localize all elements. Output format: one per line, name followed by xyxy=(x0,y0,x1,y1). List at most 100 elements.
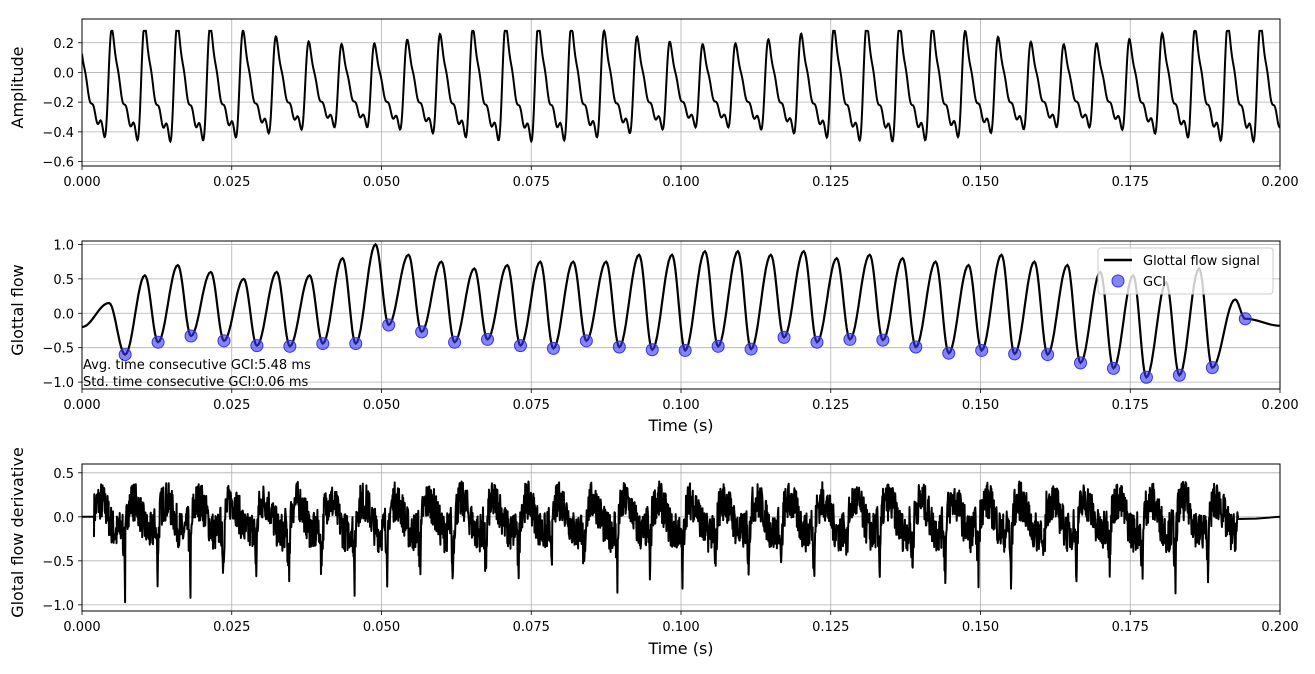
glottal-flow-x-tick-label: 0.075 xyxy=(513,398,550,413)
gci-marker xyxy=(118,348,132,362)
gci-marker xyxy=(1172,368,1186,382)
gci-marker xyxy=(415,325,429,339)
flow-derivative-y-tick-label: −1.0 xyxy=(42,599,74,614)
flow-derivative-x-tick-label: 0.150 xyxy=(962,620,999,635)
glottal-flow-y-tick-label: 1.0 xyxy=(53,238,74,253)
amplitude-y-tick-label: 0.2 xyxy=(53,37,74,52)
glottal-flow-x-tick-label: 0.200 xyxy=(1261,398,1298,413)
glottal-flow-x-tick-label: 0.150 xyxy=(962,398,999,413)
flow-derivative-y-label: Glotal flow derivative xyxy=(8,447,27,618)
amplitude-x-tick-label: 0.050 xyxy=(363,175,400,190)
amplitude-panel: 0.000 0.025 0.050 0.075 0.100 0.125 0.150 0.175… xyxy=(8,18,1299,190)
gci-marker xyxy=(711,339,725,353)
glottal-flow-panel: 0.000 0.025 0.050 0.075 0.100 0.125 0.150 0.175… xyxy=(8,238,1299,435)
gci-marker xyxy=(1041,348,1055,362)
amplitude-x-tick-label: 0.000 xyxy=(63,175,100,190)
amplitude-y-tick-label: −0.6 xyxy=(42,156,74,171)
glottal-flow-grid xyxy=(81,241,1281,389)
legend-label-gci: GCI xyxy=(1143,275,1166,290)
gci-marker xyxy=(481,332,495,346)
gci-marker xyxy=(349,337,363,351)
gci-marker xyxy=(184,329,198,343)
avg-gci-annotation: Avg. time consecutive GCI:5.48 ms xyxy=(83,358,311,373)
glottal-flow-x-label: Time (s) xyxy=(647,416,713,435)
glottal-flow-plot-area xyxy=(82,242,1280,384)
amplitude-x-tick-label: 0.025 xyxy=(213,175,250,190)
gci-marker xyxy=(1238,312,1252,326)
gci-marker xyxy=(579,334,593,348)
gci-marker xyxy=(777,330,791,344)
amplitude-plot-area xyxy=(82,28,1280,144)
gci-marker xyxy=(513,339,527,353)
glottal-flow-y-label: Glottal flow xyxy=(8,264,27,355)
gci-marker xyxy=(612,340,626,354)
glottal-flow-x-tick-label: 0.175 xyxy=(1112,398,1149,413)
amplitude-y-tick-label: −0.4 xyxy=(42,126,74,141)
std-gci-annotation: Std. time consecutive GCI:0.06 ms xyxy=(83,375,309,390)
gci-marker xyxy=(151,335,165,349)
gci-marker xyxy=(1139,370,1153,384)
amplitude-x-tick-label: 0.175 xyxy=(1112,175,1149,190)
flow-derivative-x-label: Time (s) xyxy=(647,639,713,658)
flow-derivative-x-tick-label: 0.175 xyxy=(1112,620,1149,635)
flow-derivative-y-tick-label: −0.5 xyxy=(42,555,74,570)
gci-marker xyxy=(316,337,330,351)
gci-marker xyxy=(1205,361,1219,375)
gci-marker xyxy=(909,340,923,354)
flow-derivative-y-tick-label: 0.5 xyxy=(53,467,74,482)
flow-derivative-y-ticks: 0.5 0.0 −0.5 −1.0 xyxy=(42,467,82,614)
gci-marker xyxy=(283,339,297,353)
gci-marker xyxy=(382,318,396,332)
flow-derivative-plot-area xyxy=(82,480,1280,604)
gci-marker xyxy=(217,334,231,348)
gci-marker xyxy=(250,339,264,353)
glottal-flow-y-tick-label: −1.0 xyxy=(42,376,74,391)
flow-derivative-y-tick-label: 0.0 xyxy=(53,511,74,526)
legend: Glottal flow signal GCI xyxy=(1097,247,1274,295)
glottal-flow-x-ticks: 0.000 0.025 0.050 0.075 0.100 0.125 0.150 0.175… xyxy=(63,389,1299,413)
amplitude-x-tick-label: 0.100 xyxy=(662,175,699,190)
glottal-flow-x-tick-label: 0.000 xyxy=(63,398,100,413)
amplitude-x-tick-label: 0.075 xyxy=(513,175,550,190)
gci-marker xyxy=(678,343,692,357)
flow-derivative-x-tick-label: 0.075 xyxy=(513,620,550,635)
amplitude-x-tick-label: 0.150 xyxy=(962,175,999,190)
glottal-flow-x-tick-label: 0.100 xyxy=(662,398,699,413)
gci-marker xyxy=(843,332,857,346)
flow-derivative-x-tick-label: 0.125 xyxy=(812,620,849,635)
amplitude-x-ticks: 0.000 0.025 0.050 0.075 0.100 0.125 0.150 0.175… xyxy=(63,166,1299,190)
amplitude-y-ticks: 0.2 0.0 −0.2 −0.4 −0.6 xyxy=(42,37,82,171)
glottal-flow-x-tick-label: 0.050 xyxy=(363,398,400,413)
gci-marker xyxy=(744,342,758,356)
glottal-flow-x-tick-label: 0.125 xyxy=(812,398,849,413)
amplitude-waveform-line xyxy=(82,28,1280,144)
flow-derivative-panel: 0.000 0.025 0.050 0.075 0.100 0.125 0.150 0.175… xyxy=(8,447,1299,658)
legend-label-glottal-flow: Glottal flow signal xyxy=(1143,254,1260,269)
gci-marker xyxy=(1074,356,1088,370)
gci-marker xyxy=(645,343,659,357)
glottal-flow-y-tick-label: 0.5 xyxy=(53,273,74,288)
gci-marker xyxy=(1008,347,1022,361)
flow-derivative-x-tick-label: 0.200 xyxy=(1261,620,1298,635)
glottal-flow-y-ticks: 1.0 0.5 0.0 −0.5 −1.0 xyxy=(42,238,82,391)
flow-derivative-x-tick-label: 0.050 xyxy=(363,620,400,635)
gci-marker xyxy=(975,343,989,357)
flow-derivative-x-tick-label: 0.025 xyxy=(213,620,250,635)
flow-derivative-line xyxy=(82,480,1280,604)
amplitude-y-tick-label: 0.0 xyxy=(53,66,74,81)
flow-derivative-x-tick-label: 0.100 xyxy=(662,620,699,635)
gci-marker xyxy=(876,333,890,347)
gci-marker xyxy=(1106,361,1120,375)
amplitude-y-tick-label: −0.2 xyxy=(42,96,74,111)
amplitude-x-tick-label: 0.200 xyxy=(1261,175,1298,190)
gci-marker xyxy=(810,335,824,349)
gci-marker xyxy=(546,341,560,355)
glottal-flow-x-tick-label: 0.025 xyxy=(213,398,250,413)
legend-marker-swatch xyxy=(1111,274,1125,288)
gci-marker xyxy=(448,335,462,349)
amplitude-y-label: Amplitude xyxy=(8,47,27,129)
glottal-flow-y-tick-label: −0.5 xyxy=(42,342,74,357)
amplitude-x-tick-label: 0.125 xyxy=(812,175,849,190)
flow-derivative-x-ticks: 0.000 0.025 0.050 0.075 0.100 0.125 0.150 0.175… xyxy=(63,611,1299,635)
